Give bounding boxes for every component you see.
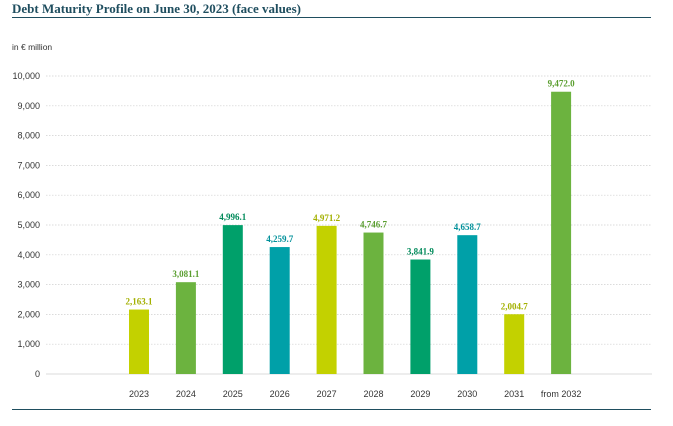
bottom-divider <box>12 409 651 410</box>
data-label: 4,259.7 <box>266 234 294 244</box>
x-tick-label: 2031 <box>504 389 524 399</box>
data-label: 4,658.7 <box>454 222 482 232</box>
bar <box>316 225 337 374</box>
y-tick-label: 1,000 <box>17 339 40 349</box>
x-tick-label: 2029 <box>410 389 430 399</box>
bar <box>504 314 525 374</box>
y-tick-label: 2,000 <box>17 309 40 319</box>
x-tick-label: 2028 <box>363 389 383 399</box>
data-label: 2,163.1 <box>126 297 154 307</box>
x-tick-label: 2024 <box>176 389 196 399</box>
data-label: 3,841.9 <box>407 247 435 257</box>
data-label: 4,971.2 <box>313 213 341 223</box>
y-tick-label: 3,000 <box>17 280 40 290</box>
y-tick-label: 8,000 <box>17 131 40 141</box>
y-tick-label: 9,000 <box>17 101 40 111</box>
top-divider <box>12 17 651 18</box>
x-tick-label: 2027 <box>317 389 337 399</box>
y-tick-label: 6,000 <box>17 190 40 200</box>
x-tick-label: from 2032 <box>541 389 582 399</box>
bar <box>363 232 384 374</box>
data-label: 2,004.7 <box>501 301 529 311</box>
bar <box>551 91 572 374</box>
y-tick-label: 4,000 <box>17 250 40 260</box>
unit-label: in € million <box>12 42 53 52</box>
bar <box>129 309 149 374</box>
x-tick-label: 2026 <box>270 389 290 399</box>
chart-title: Debt Maturity Profile on June 30, 2023 (… <box>12 1 301 16</box>
x-tick-label: 2023 <box>129 389 149 399</box>
bar <box>457 235 478 374</box>
y-tick-label: 7,000 <box>17 160 40 170</box>
y-tick-label: 10,000 <box>12 71 40 81</box>
data-label: 3,081.1 <box>172 269 200 279</box>
y-tick-label: 5,000 <box>17 220 40 230</box>
y-tick-label: 0 <box>35 369 40 379</box>
x-tick-label: 2025 <box>223 389 243 399</box>
bar <box>269 247 290 374</box>
data-label: 4,746.7 <box>360 220 388 230</box>
x-tick-label: 2030 <box>457 389 477 399</box>
bar <box>222 225 243 374</box>
data-label: 4,996.1 <box>219 212 247 222</box>
bar <box>410 259 431 374</box>
data-label: 9,472.0 <box>548 79 576 89</box>
bar <box>175 282 196 374</box>
